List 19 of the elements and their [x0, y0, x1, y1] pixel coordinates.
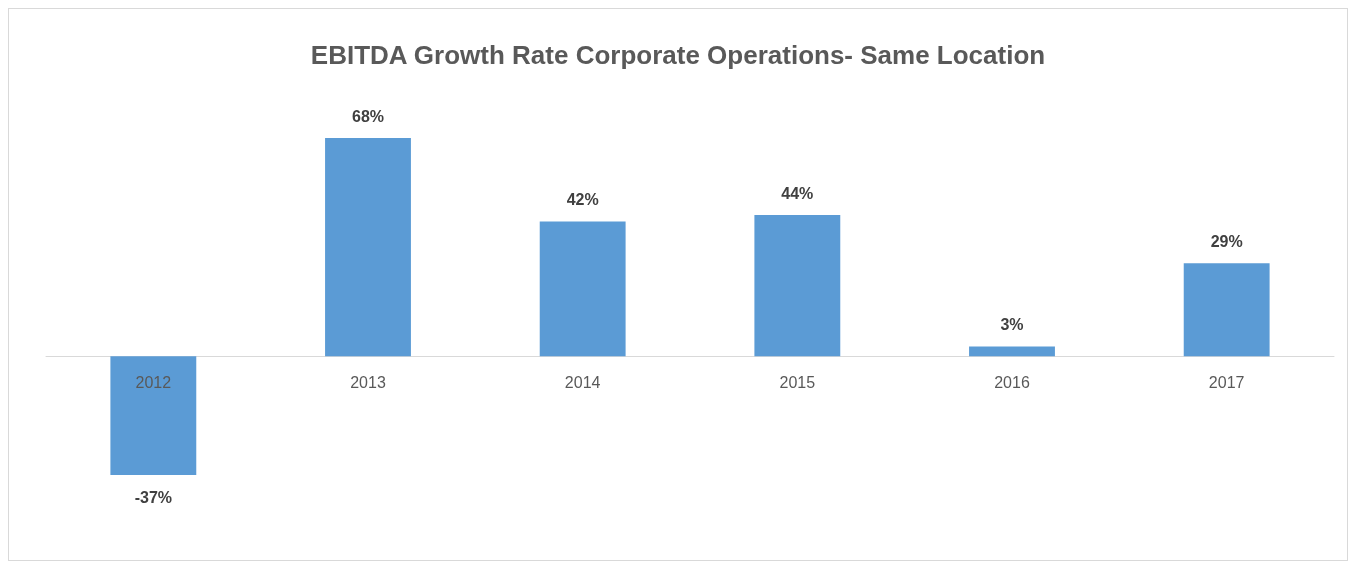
bar: [539, 221, 626, 357]
x-tick-label: 2013: [350, 373, 386, 391]
bar: [1183, 263, 1270, 357]
x-tick-label: 2016: [994, 373, 1030, 391]
data-label: 42%: [566, 190, 599, 208]
x-tick-label: 2012: [135, 373, 172, 391]
data-label: -37%: [134, 488, 173, 506]
bar: [754, 215, 841, 357]
data-label: 3%: [1000, 316, 1024, 334]
bar: [325, 138, 411, 357]
data-label: 68%: [351, 107, 385, 125]
data-label: 29%: [1210, 232, 1243, 250]
bar: [110, 356, 197, 475]
data-label: 44%: [781, 184, 814, 202]
bar: [969, 346, 1055, 357]
x-tick-label: 2015: [779, 373, 816, 391]
x-tick-label: 2014: [564, 373, 601, 391]
x-tick-label: 2017: [1208, 373, 1245, 391]
chart-title: EBITDA Growth Rate Corporate Operations- Same Location: [310, 40, 1046, 70]
